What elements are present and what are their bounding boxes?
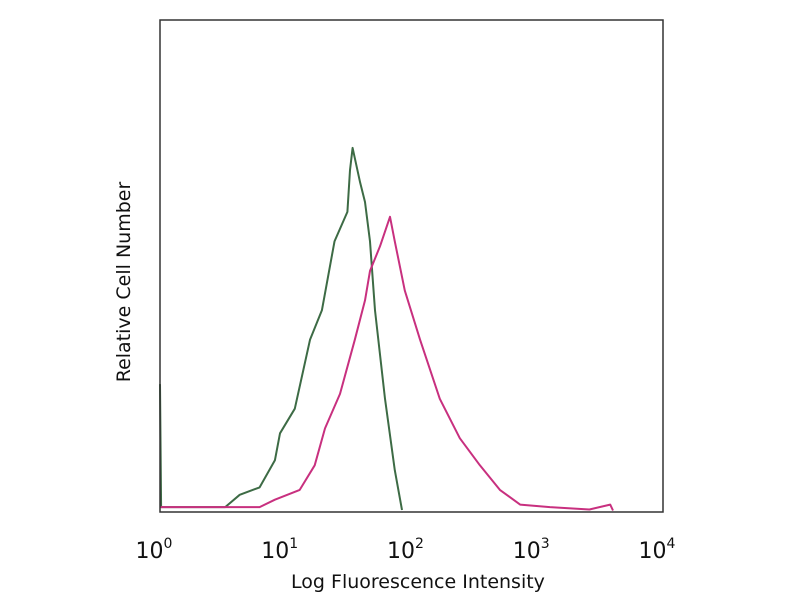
histogram-series-2 [160,215,614,511]
x-axis-label: Log Fluorescence Intensity [291,571,545,593]
x-tick-labels: 100 101 102 103 104 [136,536,676,564]
plot-frame [159,19,664,513]
x-tick-label: 104 [639,536,676,564]
y-axis-label: Relative Cell Number [113,182,135,383]
x-tick-label: 102 [387,536,424,564]
histogram-series-1 [159,146,403,511]
series-layer [159,146,614,511]
x-tick-label: 103 [513,536,550,564]
x-tick-label: 101 [261,536,298,564]
x-tick-label: 100 [136,536,173,564]
